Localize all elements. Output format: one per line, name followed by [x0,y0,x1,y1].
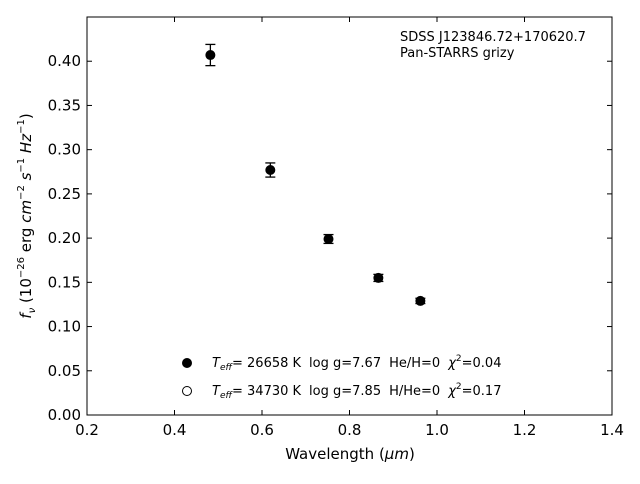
y-label-hz: Hz [17,133,35,158]
data-point-0-4 [415,295,426,306]
y-tick-label-0: 0.00 [48,406,81,424]
y-tick-label-5: 0.25 [48,185,81,203]
y-label-cm: cm [17,200,35,223]
x-axis-label-close: ) [409,445,415,463]
legend-2-teff: = 34730 K [232,384,302,399]
legend-2-teff-sub: eff [220,391,234,401]
y-tick-label-3: 0.15 [48,273,81,291]
y-tick-label-2: 0.10 [48,318,81,336]
y-label-sub: ν [27,307,38,313]
y-label-open: (10 [17,278,35,308]
x-axis-label: Wavelength (μm) [285,445,415,463]
x-axis-label-unit: μm [384,445,409,463]
legend-1-logg: log g=7.67 [309,356,381,371]
annotation-line-2: Pan-STARRS grizy [400,46,515,61]
data-point-0-1 [265,165,276,176]
y-axis-label: fν (10−26 erg cm−2 s−1 Hz−1) [16,113,38,318]
legend-2-chi-sup: 2 [456,382,462,392]
x-tick-label-5: 1.2 [513,421,537,439]
y-tick-label-1: 0.05 [48,362,81,380]
y-tick-label-7: 0.35 [48,96,81,114]
x-tick-label-6: 1.4 [600,421,624,439]
legend-1-comp: He/H=0 [389,356,440,371]
y-label-f: f [17,311,35,319]
annotation-line-1: SDSS J123846.72+170620.7 [400,30,586,45]
legend-marker-open [182,386,192,396]
data-point-0-3 [373,272,384,283]
legend-1-teff-symbol: T [212,356,221,371]
y-tick-label-6: 0.30 [48,141,81,159]
legend-marker-filled [182,358,192,368]
legend-entry-2: Teff= 34730 K log g=7.85 H/He=0 χ2=0.17 [212,382,501,401]
x-tick-label-1: 0.4 [163,421,187,439]
data-point-0-0 [205,50,216,61]
x-axis-label-main: Wavelength ( [285,445,385,463]
legend-1-chi-symbol: χ [447,356,457,371]
data-marks [205,43,426,306]
x-tick-label-4: 1.0 [425,421,449,439]
y-label-close: ) [17,113,35,119]
legend-2-comp: H/He=0 [389,384,440,399]
y-label-exp3: −1 [16,158,27,173]
legend-2-teff-symbol: T [212,384,221,399]
y-label-exp4: −1 [16,119,27,134]
y-tick-label-8: 0.40 [48,52,81,70]
y-label-exp1: −26 [16,257,27,278]
legend-1-teff: = 26658 K [232,356,302,371]
axis-ticks: 0.2 0.4 0.6 0.8 1.0 1.2 1.4 0.00 0.05 0.10 0.15 0.2… [48,17,624,439]
y-label-erg: erg [17,223,35,257]
x-tick-label-2: 0.6 [250,421,274,439]
legend-1-teff-sub: eff [220,363,234,373]
y-label-s: s [17,172,35,185]
legend-2-chi: =0.17 [462,384,502,399]
y-tick-label-4: 0.20 [48,229,81,247]
x-tick-label-3: 0.8 [338,421,362,439]
legend-1-chi-sup: 2 [456,354,462,364]
y-label-exp2: −2 [16,185,27,200]
data-point-0-2 [323,233,334,244]
legend-2-logg: log g=7.85 [309,384,381,399]
legend-entry-1: Teff= 26658 K log g=7.67 He/H=0 χ2=0.04 [212,354,501,373]
legend-2-chi-symbol: χ [447,384,457,399]
x-tick-label-0: 0.2 [75,421,99,439]
legend-1-chi: =0.04 [462,356,502,371]
